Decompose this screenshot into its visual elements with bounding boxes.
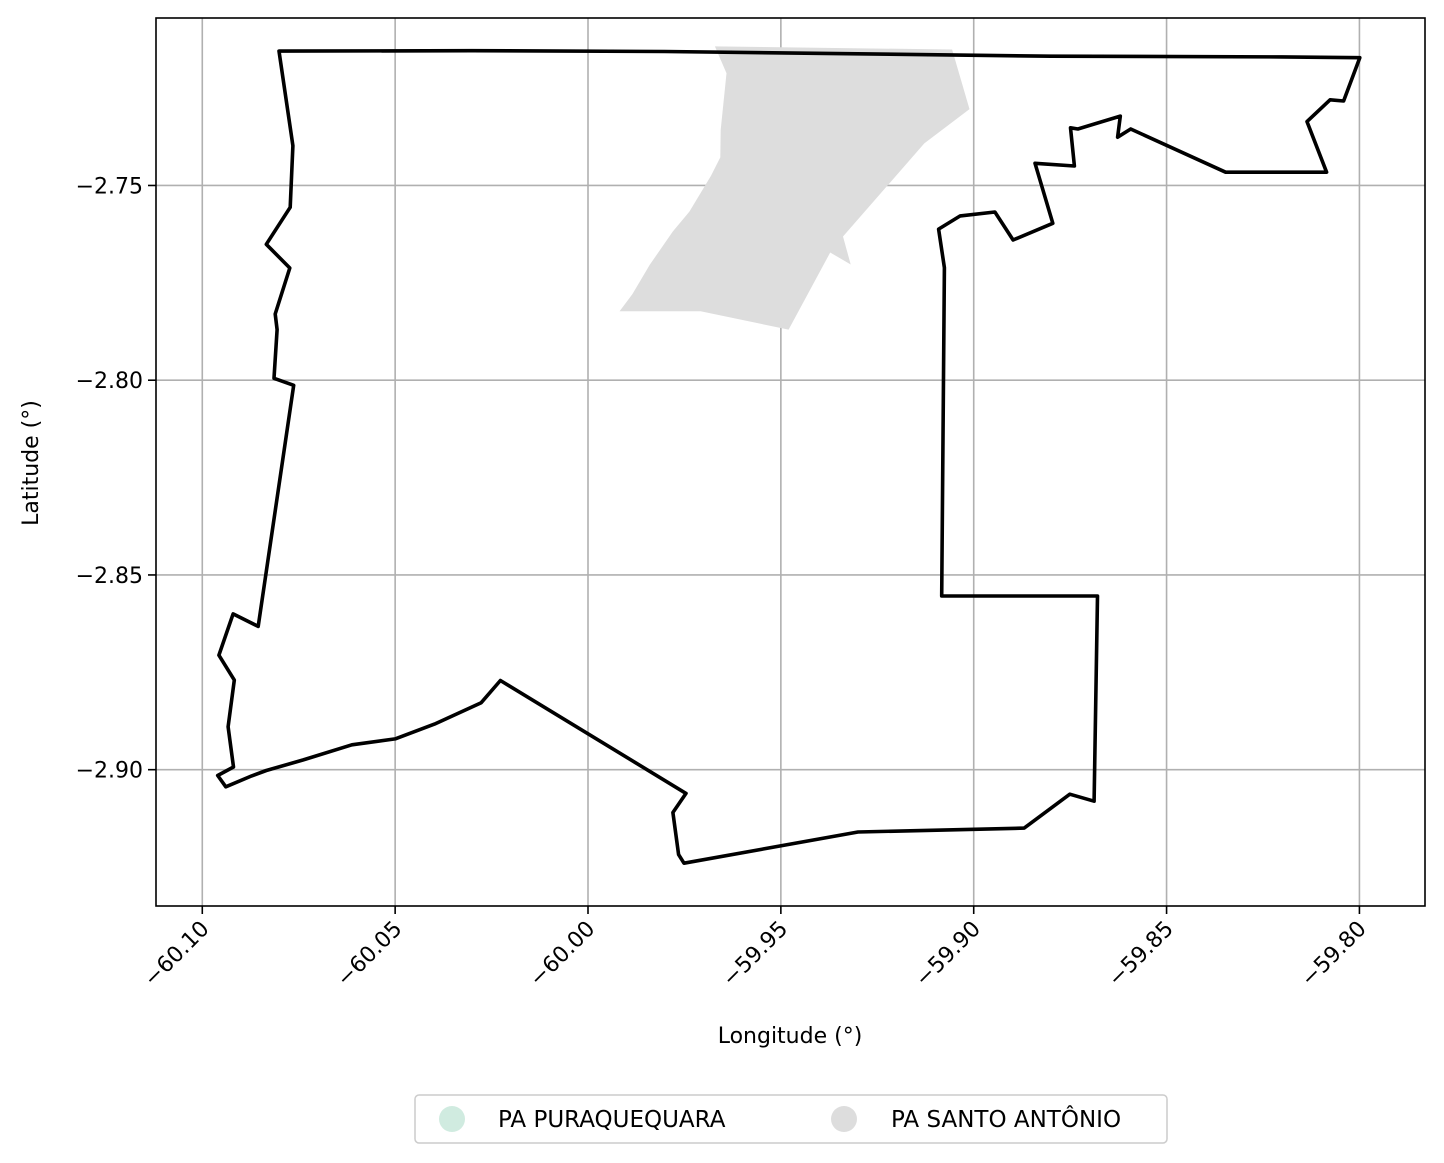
legend-marker-santo-antonio — [831, 1106, 857, 1132]
map-layers — [215, 46, 1362, 866]
y-axis-title: Latitude (°) — [19, 400, 44, 526]
y-axis-ticks: −2.75 −2.80 −2.85 −2.90 — [76, 174, 156, 784]
y-tick-label: −2.90 — [76, 759, 143, 784]
y-tick-label: −2.85 — [76, 564, 143, 589]
legend-box — [414, 1094, 1168, 1144]
plot-frame — [155, 17, 1426, 907]
santo-antonio-area — [619, 46, 970, 330]
legend: PA PURAQUEQUARA PA SANTO ANTÔNIO — [414, 1094, 1168, 1144]
puraquequara-boundary — [215, 48, 1362, 866]
x-axis-title: Longitude (°) — [718, 1024, 863, 1049]
legend-marker-puraquequara — [439, 1106, 465, 1132]
y-tick-label: −2.75 — [76, 174, 143, 199]
legend-label-puraquequara: PA PURAQUEQUARA — [498, 1107, 726, 1133]
legend-label-santo-antonio: PA SANTO ANTÔNIO — [891, 1105, 1121, 1133]
grid-lines — [156, 18, 1425, 906]
y-tick-label: −2.80 — [76, 369, 143, 394]
